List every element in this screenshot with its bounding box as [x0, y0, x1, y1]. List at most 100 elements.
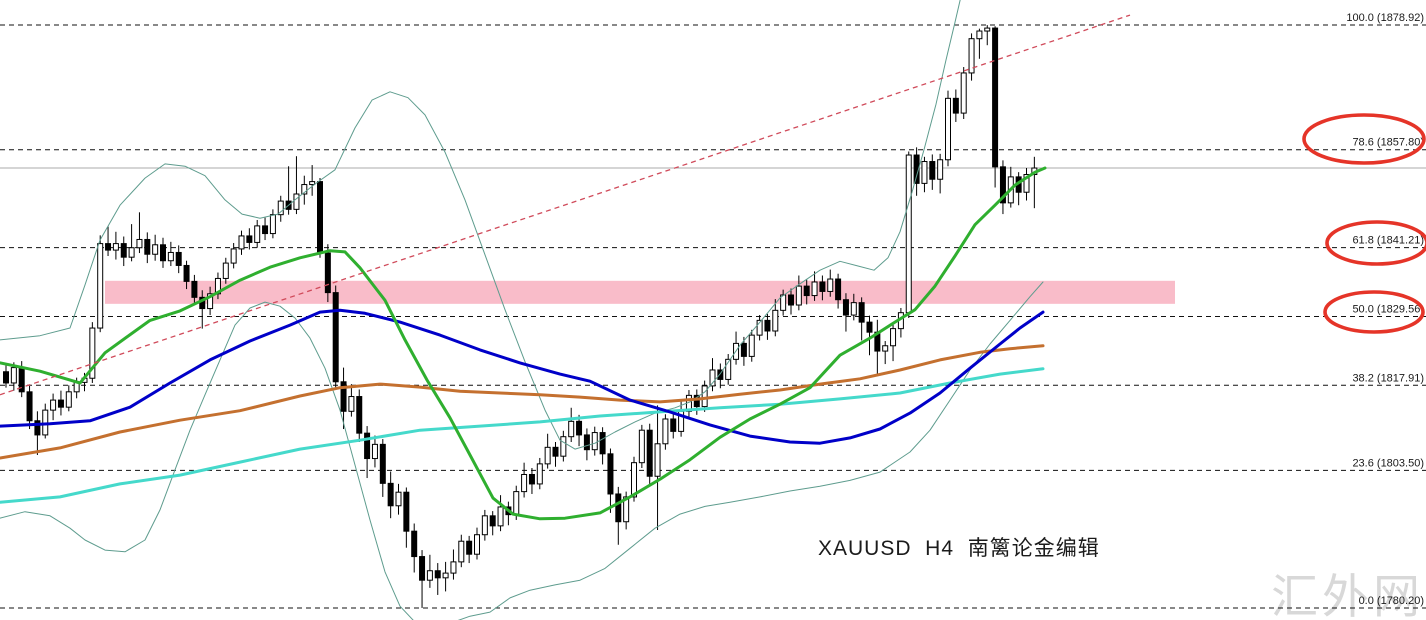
candle-body [670, 418, 677, 432]
candle-body [976, 30, 983, 40]
candle-body [26, 391, 33, 422]
candle-body [419, 556, 426, 581]
candle-body [442, 572, 449, 579]
candle-body [725, 358, 732, 380]
candle-body [230, 248, 237, 264]
candle-body [740, 342, 747, 357]
candle-body [10, 367, 17, 384]
symbol-annotation-label: XAUUSD H4 南篱论金编辑 [818, 537, 1100, 560]
candle-body [576, 420, 583, 436]
candle-body [191, 280, 198, 298]
candle-body [3, 371, 9, 384]
candle-body [348, 396, 355, 412]
fib-label-38.2: 38.2 (1817.91) [1352, 372, 1424, 384]
candle-body [890, 328, 897, 347]
candle-body [222, 262, 229, 279]
candle-body [246, 235, 253, 243]
candle-body [105, 243, 112, 251]
candle-body [552, 446, 559, 457]
ma-blue-line [0, 308, 1045, 445]
candle-body [497, 506, 504, 527]
candle-body [709, 369, 716, 387]
ma-green-line [0, 166, 1047, 521]
candle-body [631, 462, 637, 498]
candle-body [945, 97, 951, 161]
candle-body [269, 214, 276, 235]
candle-body [207, 293, 214, 310]
fib-label-100.0: 100.0 (1878.92) [1346, 12, 1424, 24]
candle-body [929, 161, 936, 180]
candle-body [819, 281, 826, 292]
ma-brown-line [0, 344, 1045, 460]
candle-body [803, 285, 810, 297]
candle-body [780, 294, 787, 311]
candle-body [693, 394, 700, 408]
candle-body [301, 184, 308, 195]
candle-body [293, 193, 300, 210]
key-level-circle [1325, 220, 1426, 266]
candle-body [160, 244, 166, 262]
candle-body [568, 420, 575, 438]
candle-body [960, 72, 967, 114]
candle-body [262, 225, 269, 235]
candle-body [379, 443, 386, 484]
candle-body [324, 252, 331, 294]
candle-body [57, 399, 64, 408]
candle-body [905, 154, 912, 314]
fib-label-50.0: 50.0 (1829.56) [1352, 303, 1424, 315]
candle-body [403, 491, 410, 532]
key-level-circle [1302, 113, 1426, 165]
candle-body [364, 432, 371, 460]
candle-body [50, 399, 57, 411]
candle-body [662, 418, 669, 445]
candle-body [387, 482, 394, 507]
candle-body [34, 420, 41, 436]
candle-body [654, 443, 661, 477]
candle-body [811, 281, 818, 297]
candle-body [89, 327, 96, 379]
candle-body [528, 473, 535, 485]
candle-body [513, 491, 520, 516]
candle-body [474, 534, 480, 555]
candle-body [913, 154, 920, 184]
candle-body [560, 436, 567, 457]
candle-body [646, 429, 653, 477]
candle-body [144, 238, 151, 255]
fib-label-23.6: 23.6 (1803.50) [1352, 457, 1424, 469]
candle-body [623, 496, 630, 523]
candle-body [921, 161, 928, 184]
candle-body [340, 381, 347, 412]
key-level-circle [1323, 290, 1425, 334]
candle-body [607, 453, 614, 495]
fib-label-61.8: 61.8 (1841.21) [1352, 235, 1424, 247]
candle-body [968, 38, 975, 74]
candle-body [882, 345, 889, 352]
candle-body [850, 302, 857, 316]
candle-body [426, 570, 433, 581]
candle-body [136, 238, 143, 249]
candle-body [238, 235, 245, 250]
candle-body [120, 243, 127, 258]
candle-body [112, 243, 119, 251]
candle-body [748, 334, 755, 357]
candle-body [434, 570, 441, 579]
candle-body [481, 515, 488, 536]
candle-body [701, 385, 708, 408]
candle-body [835, 278, 842, 301]
candle-body [356, 396, 363, 434]
candle-body [167, 251, 174, 262]
candle-body [152, 244, 159, 255]
candle-body [65, 391, 72, 408]
candle-body [992, 27, 999, 168]
candle-body [332, 292, 339, 383]
candle-body [175, 251, 182, 266]
candle-body [999, 166, 1006, 204]
candle-body [450, 561, 457, 574]
candle-body [128, 247, 135, 258]
bb-upper-line [0, 0, 961, 450]
candle-body [591, 432, 598, 451]
candle-body [317, 181, 323, 254]
candle-body [309, 181, 316, 186]
